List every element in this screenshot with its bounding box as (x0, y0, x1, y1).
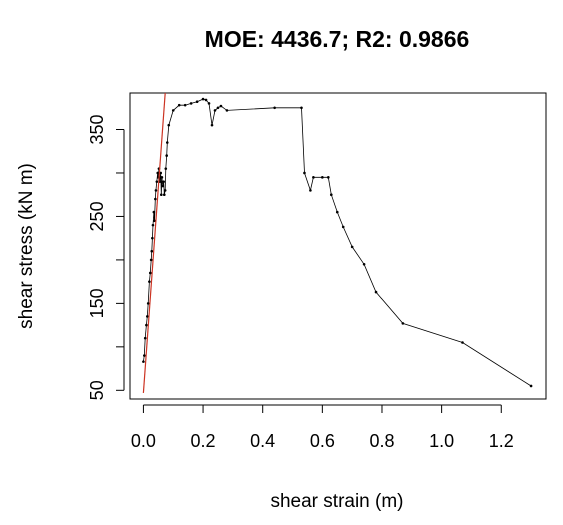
data-point (321, 176, 324, 179)
data-point (300, 106, 303, 110)
data-point (335, 210, 339, 214)
y-tick-label: 50 (87, 380, 107, 400)
data-point (151, 236, 154, 240)
x-tick-label: 0.0 (131, 431, 156, 451)
data-point (156, 171, 160, 175)
data-point (159, 171, 163, 175)
data-point (164, 167, 168, 170)
data-point (303, 171, 306, 175)
data-point (171, 109, 175, 112)
y-tick-label: 150 (87, 288, 107, 318)
data-point (143, 336, 147, 340)
data-point (210, 123, 214, 127)
data-point (154, 197, 157, 201)
data-point (148, 280, 151, 283)
data-point (152, 210, 156, 214)
data-point (207, 102, 211, 105)
data-point (401, 322, 405, 325)
data-point (461, 341, 464, 344)
stress-strain-line (143, 98, 532, 387)
x-axis-label: shear strain (m) (270, 491, 403, 512)
data-point (177, 103, 181, 107)
data-point (327, 176, 330, 179)
data-point (529, 384, 533, 388)
x-tick-label: 0.8 (369, 431, 394, 451)
plot-frame (129, 92, 547, 400)
data-point (213, 109, 217, 112)
data-point (219, 104, 223, 108)
data-point (165, 154, 168, 157)
y-axis-label: shear stress (kN m) (16, 163, 37, 329)
data-point (160, 193, 163, 197)
data-point (153, 219, 156, 223)
data-point (160, 176, 164, 179)
data-point (146, 302, 150, 305)
data-point (142, 360, 145, 363)
data-point (161, 184, 165, 188)
y-tick-label: 350 (87, 114, 107, 144)
data-point (374, 290, 378, 294)
data-point (362, 262, 366, 266)
plot-area (142, 93, 533, 393)
data-point (165, 141, 169, 144)
moe-fit-line (142, 93, 166, 393)
chart-title: MOE: 4436.7; R2: 0.9866 (205, 26, 470, 52)
data-point (216, 106, 220, 110)
data-point (155, 180, 159, 183)
x-tick-label: 1.2 (489, 431, 514, 451)
data-point (183, 103, 187, 107)
data-point (341, 225, 345, 229)
data-point (163, 189, 167, 192)
data-point (162, 180, 165, 183)
x-tick-label: 0.6 (310, 431, 335, 451)
data-point (145, 315, 149, 318)
data-point (148, 271, 152, 275)
data-point (273, 106, 276, 110)
data-point (309, 189, 312, 192)
data-point (201, 97, 205, 101)
data-point (350, 245, 354, 249)
data-point (150, 249, 154, 253)
data-point (167, 123, 171, 127)
data-point (312, 176, 315, 179)
y-tick-label: 250 (87, 201, 107, 231)
x-tick-label: 0.4 (250, 431, 275, 451)
data-point (149, 258, 153, 262)
data-point (151, 223, 155, 227)
data-point (329, 193, 333, 197)
data-point (154, 189, 158, 192)
data-point (145, 323, 148, 327)
data-point (225, 109, 229, 112)
x-tick-label: 1.0 (429, 431, 454, 451)
data-point (189, 102, 193, 105)
data-point (195, 100, 199, 103)
y-axis: 50 150 250 350 (87, 114, 125, 400)
data-point (143, 354, 146, 357)
x-axis: 0.0 0.2 0.4 0.6 0.8 1.0 1.2 (131, 404, 514, 451)
data-point (162, 193, 166, 197)
x-tick-label: 0.2 (191, 431, 216, 451)
data-point (204, 98, 208, 102)
